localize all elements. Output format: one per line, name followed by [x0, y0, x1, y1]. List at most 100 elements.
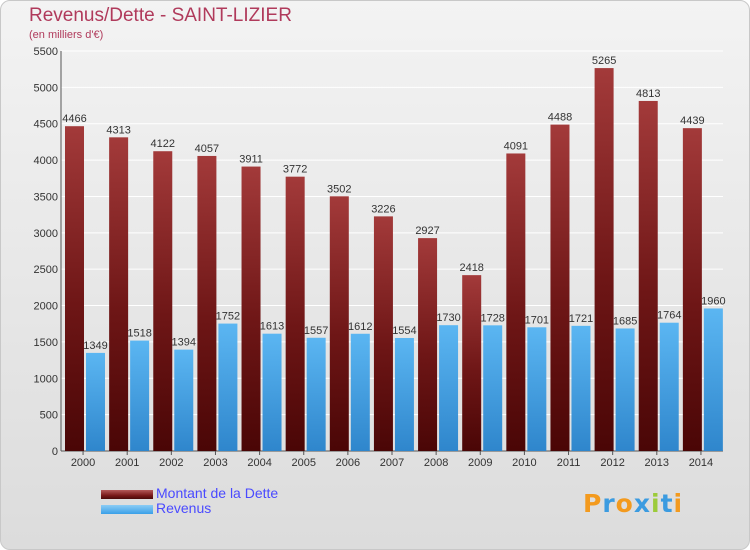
logo-letter: x [633, 489, 651, 518]
y-tick-label: 3500 [34, 191, 58, 203]
bar-debt [109, 137, 129, 451]
bar-revenue [483, 325, 503, 451]
x-tick-label: 2013 [645, 457, 669, 469]
x-tick-label: 2004 [247, 457, 271, 469]
logo-letter: i [673, 489, 684, 518]
data-label-debt: 4439 [680, 115, 704, 127]
x-tick-label: 2005 [291, 457, 315, 469]
bar-revenue [130, 340, 150, 451]
chart-title: Revenus/Dette - SAINT-LIZIER [29, 5, 292, 26]
bar-revenue [615, 328, 635, 451]
data-label-debt: 3226 [371, 203, 395, 215]
data-label-revenue: 1764 [657, 310, 681, 322]
bar-revenue [306, 337, 326, 451]
bar-debt [550, 124, 570, 451]
bar-revenue [86, 352, 105, 451]
logo-letter: P [583, 489, 603, 518]
data-label-debt: 4466 [62, 113, 86, 125]
logo-letter: i [651, 489, 661, 518]
data-label-debt: 4057 [195, 143, 219, 155]
y-tick-label: 2000 [34, 301, 58, 313]
bar-revenue [262, 333, 282, 451]
y-tick-label: 3000 [34, 228, 58, 240]
data-label-revenue: 1518 [127, 328, 151, 340]
chart-subtitle: (en milliers d'€) [29, 29, 104, 41]
x-tick-label: 2007 [380, 457, 404, 469]
logo-letter: t [660, 489, 674, 518]
x-tick-label: 2011 [557, 457, 581, 469]
data-label-revenue: 1612 [348, 321, 372, 333]
data-label-debt: 4091 [504, 140, 528, 152]
x-tick-label: 2010 [512, 457, 536, 469]
y-tick-label: 1500 [34, 337, 58, 349]
data-label-debt: 4488 [548, 112, 572, 124]
x-tick-label: 2000 [71, 457, 95, 469]
data-label-revenue: 1557 [304, 325, 328, 337]
data-label-debt: 4313 [106, 124, 130, 136]
logo-letter: r [602, 489, 616, 518]
bar-revenue [394, 337, 414, 451]
x-tick-label: 2001 [115, 457, 139, 469]
data-label-revenue: 1728 [480, 312, 504, 324]
data-label-debt: 2927 [415, 225, 439, 237]
y-tick-label: 4500 [34, 119, 58, 131]
data-label-debt: 4122 [151, 138, 175, 150]
data-label-revenue: 1701 [525, 314, 549, 326]
legend-swatch-revenue [101, 505, 153, 514]
bar-debt [594, 68, 614, 451]
data-label-debt: 3911 [239, 154, 263, 166]
data-label-revenue: 1394 [172, 337, 196, 349]
logo-letter: o [615, 489, 634, 518]
bar-revenue [527, 327, 547, 451]
bar-revenue [174, 349, 194, 451]
bar-debt [241, 166, 261, 451]
y-tick-label: 1000 [34, 373, 58, 385]
data-label-revenue: 1721 [569, 313, 593, 325]
data-label-revenue: 1685 [613, 315, 637, 327]
data-label-revenue: 1349 [83, 340, 107, 352]
bar-debt [197, 155, 217, 452]
bar-debt [329, 196, 349, 451]
x-tick-label: 2003 [203, 457, 227, 469]
x-tick-label: 2006 [336, 457, 360, 469]
y-tick-label: 2500 [34, 264, 58, 276]
data-label-revenue: 1554 [392, 325, 416, 337]
x-tick-label: 2014 [689, 457, 713, 469]
bar-debt [153, 151, 173, 451]
data-label-debt: 4813 [636, 88, 660, 100]
bar-revenue [659, 322, 679, 451]
bar-revenue [703, 308, 723, 451]
data-label-debt: 2418 [459, 262, 483, 274]
y-tick-label: 5000 [34, 82, 58, 94]
data-label-revenue: 1730 [436, 312, 460, 324]
bar-debt [462, 275, 482, 451]
bar-debt [506, 153, 526, 452]
bar-debt [373, 216, 393, 451]
data-label-debt: 3502 [327, 183, 351, 195]
bar-debt [285, 176, 305, 451]
bar-revenue [571, 325, 591, 451]
bar-revenue [350, 333, 370, 451]
x-tick-label: 2012 [600, 457, 624, 469]
x-tick-label: 2009 [468, 457, 492, 469]
y-tick-label: 500 [40, 410, 58, 422]
data-label-revenue: 1960 [701, 295, 725, 307]
bar-debt [638, 100, 658, 452]
bar-debt [418, 238, 438, 451]
bar-debt [65, 126, 84, 451]
legend-label-debt: Montant de la Dette [156, 485, 279, 501]
bar-revenue [439, 325, 459, 451]
data-label-revenue: 1752 [216, 311, 240, 323]
bar-debt [682, 128, 702, 451]
proxiti-logo: Proxiti [583, 489, 683, 518]
legend-swatch-debt [101, 490, 153, 499]
bar-revenue [218, 323, 238, 451]
y-tick-label: 4000 [34, 155, 58, 167]
data-label-debt: 5265 [592, 55, 616, 67]
data-label-revenue: 1613 [260, 321, 284, 333]
legend-label-revenue: Revenus [156, 500, 212, 516]
x-tick-label: 2008 [424, 457, 448, 469]
x-tick-label: 2002 [159, 457, 183, 469]
